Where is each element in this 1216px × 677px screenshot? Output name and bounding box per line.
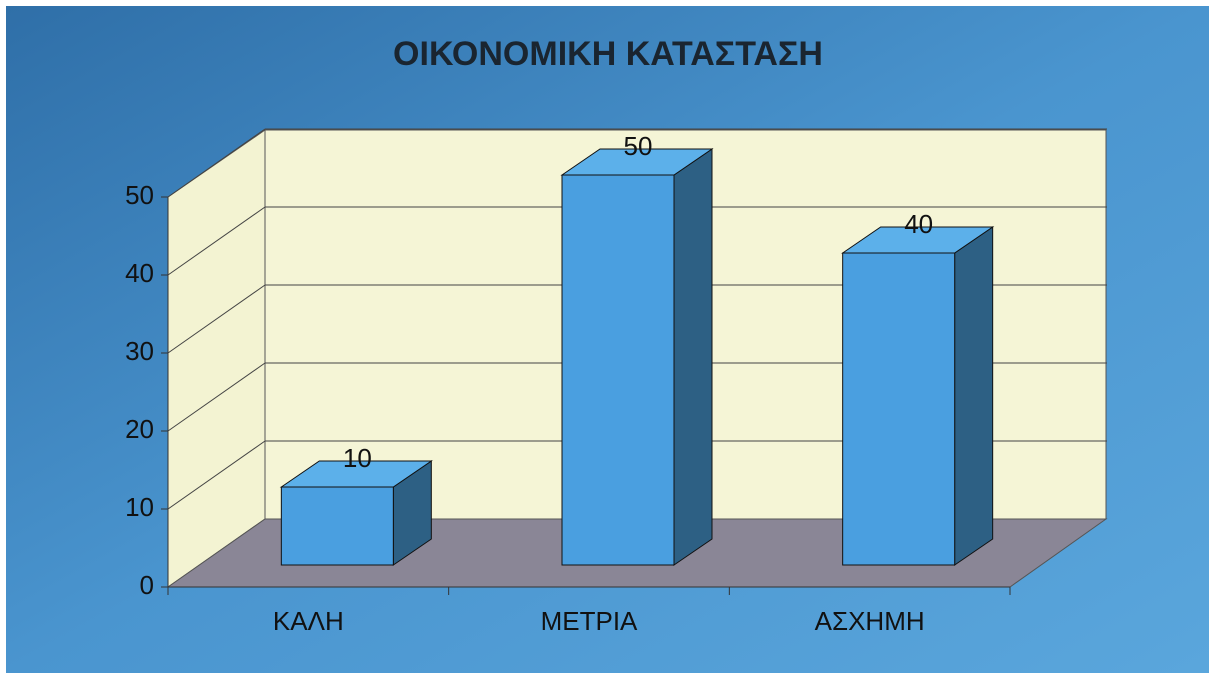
bar-side — [954, 226, 994, 566]
data-label: 10 — [343, 443, 372, 473]
y-tick-label: 0 — [140, 570, 154, 600]
bar — [280, 486, 394, 566]
x-tick-label: ΜΕΤΡΙΑ — [541, 606, 638, 636]
y-tick-label: 30 — [125, 336, 154, 366]
side-wall — [167, 129, 266, 588]
x-tick-label: ΚΑΛΗ — [273, 606, 344, 636]
chart-title: ΟΙΚΟΝΟΜΙΚΗ ΚΑΤΑΣΤΑΣΗ — [393, 35, 823, 73]
grid-line — [167, 362, 266, 432]
y-tick-label: 50 — [125, 180, 154, 210]
y-tick-label: 20 — [125, 414, 154, 444]
y-tick-label: 10 — [125, 492, 154, 522]
grid-line — [167, 206, 266, 276]
grid-line — [167, 284, 266, 354]
grid-line — [167, 128, 266, 198]
data-label: 50 — [624, 131, 653, 161]
data-label: 40 — [904, 209, 933, 239]
x-tick-label: ΑΣΧΗΜΗ — [815, 606, 925, 636]
bar — [842, 252, 956, 566]
y-tick-label: 40 — [125, 258, 154, 288]
grid-line — [167, 440, 266, 510]
bar — [561, 174, 675, 566]
bar-side — [673, 148, 713, 566]
